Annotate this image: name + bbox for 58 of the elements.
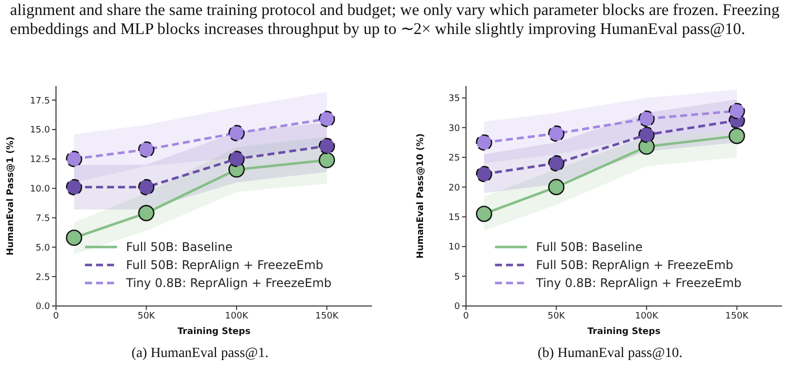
point [548,155,564,172]
point [728,102,746,120]
point [476,166,492,182]
y-tick-label: 5.0 [36,243,50,254]
x-tick-label: 0 [463,311,470,322]
x-tick-label: 0 [53,311,60,322]
point [318,138,336,154]
point [638,126,655,143]
point [476,206,492,222]
point [476,134,492,151]
point [66,150,82,168]
y-tick-label: 15.0 [30,126,50,136]
legend-label: Full 50B: ReprAlign + FreezeEmb [536,258,734,272]
y-tick-label: 5 [454,272,460,282]
x-tick-label: 50K [138,311,156,322]
x-axis-title: Training Steps [178,327,250,337]
legend-label: Full 50B: Baseline [536,240,643,254]
text: (a) HumanEval pass@1. [130,346,270,362]
point [66,230,82,246]
y-tick-label: 30 [448,124,460,134]
point [138,179,154,196]
y-tick-label: 2.5 [36,272,50,283]
y-tick-label: 15 [448,213,460,224]
legend-label: Full 50B: ReprAlign + FreezeEmb [126,258,324,272]
legend-label: Full 50B: Baseline [126,240,233,254]
point [638,110,655,127]
y-tick-label: 25 [448,154,460,164]
x-tick-label: 100K [225,311,250,322]
text: (b) HumanEval pass@10. [536,346,684,362]
y-tick-label: 10 [448,242,460,253]
x-tick-label: 50K [548,311,566,322]
y-tick-label: 0 [454,302,460,312]
point [228,124,245,142]
point [318,110,336,128]
y-tick-label: 35 [448,94,460,104]
legend-label: Tiny 0.8B: ReprAlign + FreezeEmb [126,276,332,290]
point [548,178,564,196]
y-tick-label: 17.5 [30,96,50,106]
x-tick-label: 150K [315,311,340,322]
y-axis-title: HumanEval Pass@1 (%) [6,136,16,256]
text: alignment and share the same training protocol and budget; we only vary which parameter blocks are frozen. Freezing embeddings and MLP blocks increases throughput by up to ∼2× while slightly improving HumanEval pass@10. [10,0,780,38]
point [728,128,746,144]
y-axis-title: HumanEval Pass@10 (%) [416,133,426,259]
x-tick-label: 150K [725,311,750,322]
y-tick-label: 10.0 [30,184,50,195]
y-tick-label: 7.5 [36,214,50,224]
point [138,141,154,158]
point [66,179,82,196]
legend-label: Tiny 0.8B: ReprAlign + FreezeEmb [536,276,742,290]
point [138,204,154,222]
y-tick-label: 20 [448,183,460,194]
point [318,152,336,168]
point [228,150,245,168]
y-tick-label: 0.0 [36,302,50,312]
x-axis-title: Training Steps [588,327,660,337]
y-tick-label: 12.5 [30,155,50,166]
x-tick-label: 100K [635,311,660,322]
point [548,125,564,142]
